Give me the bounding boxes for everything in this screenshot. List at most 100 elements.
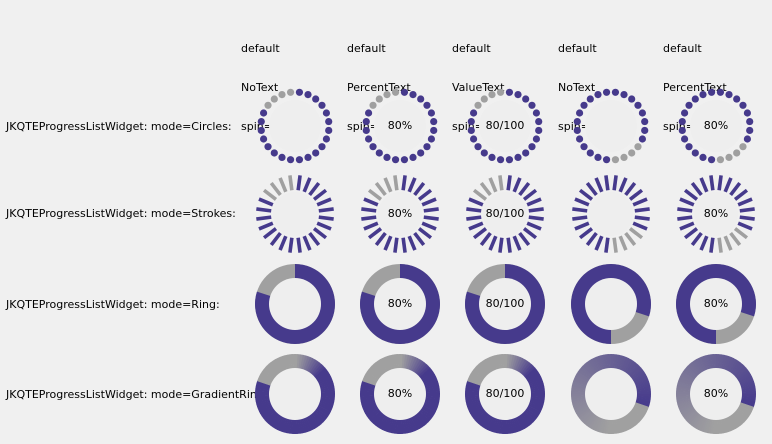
progress-dot bbox=[286, 88, 295, 96]
progress-dot bbox=[264, 143, 272, 151]
progress-stroke bbox=[677, 207, 693, 213]
progress-dot bbox=[423, 143, 431, 151]
progress-stroke bbox=[413, 181, 426, 197]
progress-stroke bbox=[612, 175, 618, 191]
progress-dot bbox=[423, 101, 431, 109]
progress-dot bbox=[594, 90, 602, 99]
progress-dot bbox=[480, 95, 488, 103]
progress-dot bbox=[430, 126, 438, 135]
progress-center bbox=[269, 368, 321, 420]
progress-stroke bbox=[361, 207, 377, 213]
progress-dot bbox=[680, 135, 689, 143]
progress-widget-ring: 80% bbox=[360, 264, 440, 344]
progress-stroke bbox=[308, 181, 321, 197]
progress-center bbox=[273, 192, 317, 236]
progress-graphic bbox=[467, 88, 543, 164]
progress-dot bbox=[691, 95, 699, 103]
progress-dot bbox=[573, 117, 581, 126]
progress-graphic bbox=[361, 175, 439, 253]
progress-stroke bbox=[733, 227, 749, 240]
progress-center bbox=[585, 368, 637, 420]
progress-stroke bbox=[421, 221, 437, 231]
progress-stroke bbox=[361, 215, 377, 221]
progress-stroke bbox=[472, 227, 488, 240]
progress-dot bbox=[634, 143, 642, 151]
progress-dot bbox=[318, 143, 326, 151]
progress-widget-circles: 80% bbox=[676, 86, 756, 166]
progress-stroke bbox=[302, 235, 312, 251]
progress-dot bbox=[375, 95, 383, 103]
progress-graphic bbox=[360, 354, 440, 434]
progress-stroke bbox=[518, 231, 531, 247]
progress-stroke bbox=[401, 175, 407, 191]
progress-center bbox=[378, 192, 422, 236]
progress-widget-gradientring bbox=[255, 354, 335, 434]
column-header-line: NoText bbox=[558, 81, 596, 94]
progress-stroke bbox=[628, 188, 644, 201]
progress-dot bbox=[417, 95, 425, 103]
progress-dot bbox=[480, 149, 488, 157]
progress-dot bbox=[322, 135, 331, 143]
progress-stroke bbox=[585, 231, 598, 247]
progress-stroke bbox=[528, 215, 544, 221]
progress-stroke bbox=[421, 197, 437, 207]
progress-dot bbox=[641, 117, 649, 126]
progress-stroke bbox=[594, 235, 604, 251]
row-label-circles: JKQTEProgressListWidget: mode=Circles: bbox=[6, 120, 232, 133]
progress-text: 80% bbox=[387, 297, 413, 310]
column-header-line: default bbox=[452, 42, 491, 55]
progress-dot bbox=[746, 117, 754, 126]
progress-dot bbox=[304, 153, 312, 162]
progress-stroke bbox=[737, 221, 753, 231]
progress-dot bbox=[467, 126, 475, 135]
progress-dot bbox=[295, 88, 304, 96]
progress-text bbox=[571, 86, 651, 166]
progress-dot bbox=[362, 126, 370, 135]
progress-widget-strokes: 80% bbox=[676, 174, 756, 254]
progress-center bbox=[269, 100, 321, 152]
progress-stroke bbox=[506, 237, 512, 253]
progress-dot bbox=[628, 149, 636, 157]
progress-dot bbox=[505, 88, 514, 96]
progress-stroke bbox=[733, 188, 749, 201]
progress-dot bbox=[467, 117, 475, 126]
progress-dot bbox=[286, 156, 295, 164]
progress-text: 80% bbox=[387, 207, 413, 220]
progress-dot bbox=[270, 149, 278, 157]
progress-dot bbox=[707, 88, 716, 96]
progress-stroke bbox=[308, 231, 321, 247]
progress-stroke bbox=[677, 215, 693, 221]
progress-stroke bbox=[278, 177, 288, 193]
progress-dot bbox=[528, 143, 536, 151]
progress-stroke bbox=[367, 188, 383, 201]
progress-stroke bbox=[468, 197, 484, 207]
progress-dot bbox=[391, 88, 400, 96]
progress-widget-strokes bbox=[255, 174, 335, 254]
column-header-line: default bbox=[347, 42, 386, 55]
progress-stroke bbox=[624, 231, 637, 247]
progress-text: 80/100 bbox=[485, 119, 525, 132]
progress-dot bbox=[716, 156, 725, 164]
progress-dot bbox=[400, 156, 409, 164]
progress-stroke bbox=[488, 177, 498, 193]
progress-text: 80/100 bbox=[485, 297, 525, 310]
progress-widget-circles: 80% bbox=[360, 86, 440, 166]
progress-stroke bbox=[312, 188, 328, 201]
progress-dot bbox=[522, 149, 530, 157]
progress-stroke bbox=[604, 175, 610, 191]
progress-stroke bbox=[383, 235, 393, 251]
progress-dot bbox=[580, 101, 588, 109]
progress-stroke bbox=[512, 177, 522, 193]
progress-dot bbox=[725, 90, 733, 99]
progress-graphic bbox=[465, 264, 545, 344]
progress-center bbox=[374, 368, 426, 420]
progress-dot bbox=[278, 153, 286, 162]
progress-graphic bbox=[572, 175, 650, 253]
progress-dot bbox=[505, 156, 514, 164]
progress-dot bbox=[369, 101, 377, 109]
progress-dot bbox=[573, 126, 581, 135]
progress-stroke bbox=[498, 237, 504, 253]
progress-center bbox=[479, 368, 531, 420]
progress-text bbox=[571, 354, 651, 434]
progress-stroke bbox=[723, 177, 733, 193]
